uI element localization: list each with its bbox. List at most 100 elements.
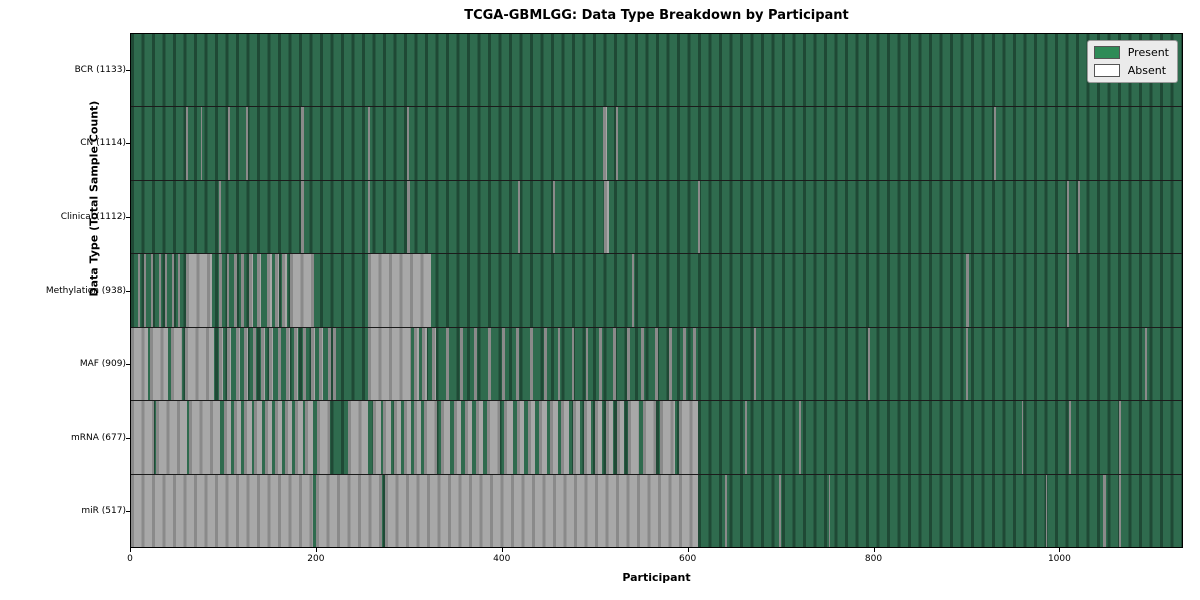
absent-segment <box>246 107 248 180</box>
absent-segment <box>1066 254 1069 327</box>
absent-segment <box>282 254 287 327</box>
y-axis-label: Data Type (Total Sample Count) <box>87 100 101 297</box>
absent-segment <box>333 327 336 401</box>
absent-segment <box>604 180 609 254</box>
absent-segment <box>868 327 871 401</box>
absent-segment <box>233 401 242 474</box>
absent-segment <box>502 327 505 401</box>
absent-segment <box>264 401 272 474</box>
absent-segment <box>305 401 313 474</box>
absent-segment <box>571 327 575 401</box>
absent-segment <box>1021 401 1024 474</box>
absent-segment <box>572 401 580 474</box>
absent-segment <box>1078 180 1080 254</box>
absent-segment <box>178 254 181 327</box>
heatmap-row-cn <box>131 107 1182 181</box>
y-tick-label-cn: CN (1114) <box>80 138 126 149</box>
absent-segment <box>659 401 675 474</box>
absent-segment <box>241 254 245 327</box>
absent-segment <box>248 254 253 327</box>
y-tick-mark <box>126 437 130 439</box>
absent-segment <box>368 327 412 401</box>
legend-item-absent: Absent <box>1093 64 1169 77</box>
absent-segment <box>627 327 631 401</box>
y-tick-label-mrna: mRNA (677) <box>71 432 126 443</box>
absent-segment <box>200 107 203 180</box>
absent-segment <box>171 254 174 327</box>
absent-segment <box>543 327 547 401</box>
x-axis-label: Participant <box>622 571 691 584</box>
absent-segment <box>316 401 330 474</box>
absent-segment <box>476 401 484 474</box>
absent-segment <box>422 327 427 401</box>
absent-segment <box>244 327 248 401</box>
absent-segment <box>413 401 422 474</box>
absent-segment <box>515 327 519 401</box>
absent-segment <box>643 401 657 474</box>
absent-segment <box>226 254 230 327</box>
absent-segment <box>603 107 607 180</box>
absent-segment <box>385 474 698 547</box>
y-tick-label-maf: MAF (909) <box>79 359 126 370</box>
absent-segment <box>274 254 280 327</box>
absent-segment <box>367 254 431 327</box>
absent-segment <box>616 107 618 180</box>
absent-segment <box>185 107 188 180</box>
absent-segment <box>219 180 221 254</box>
heatmap-row-mir <box>131 474 1182 547</box>
absent-segment <box>745 401 747 474</box>
absent-segment <box>277 327 282 401</box>
absent-segment <box>156 401 187 474</box>
y-tick-label-clinical: Clinical (1112) <box>60 211 126 222</box>
y-tick-mark <box>126 69 130 71</box>
x-tick-mark <box>687 548 689 552</box>
absent-segment <box>965 254 969 327</box>
absent-segment <box>138 254 141 327</box>
heatmap-row-maf <box>131 327 1182 402</box>
absent-segment <box>285 327 290 401</box>
absent-segment <box>368 180 371 254</box>
absent-segment <box>302 327 307 401</box>
absent-segment <box>244 401 252 474</box>
absent-segment <box>798 401 801 474</box>
y-tick-mark <box>126 364 130 366</box>
legend-swatch-present <box>1093 46 1120 59</box>
absent-segment <box>289 254 314 327</box>
absent-segment <box>1118 401 1121 474</box>
y-tick-mark <box>126 216 130 218</box>
absent-segment <box>599 327 603 401</box>
y-tick-label-bcr: BCR (1133) <box>74 64 126 75</box>
absent-segment <box>550 401 558 474</box>
absent-segment <box>368 107 371 180</box>
legend-item-present: Present <box>1093 46 1169 59</box>
legend-swatch-absent <box>1093 64 1120 77</box>
absent-segment <box>131 474 313 547</box>
absent-segment <box>965 327 968 401</box>
absent-segment <box>269 327 273 401</box>
x-tick-label: 400 <box>493 554 511 564</box>
absent-segment <box>529 327 533 401</box>
absent-segment <box>424 401 438 474</box>
legend: Present Absent <box>1086 40 1178 83</box>
absent-segment <box>669 327 672 401</box>
absent-segment <box>150 327 169 401</box>
absent-segment <box>679 401 698 474</box>
absent-segment <box>393 401 401 474</box>
heatmap-row-methylation <box>131 254 1182 328</box>
y-tick-label-mir: miR (517) <box>81 506 126 517</box>
absent-segment <box>315 474 383 547</box>
absent-segment <box>219 254 222 327</box>
absent-segment <box>539 401 547 474</box>
absent-segment <box>440 401 451 474</box>
absent-segment <box>1045 474 1048 547</box>
absent-segment <box>446 327 450 401</box>
absent-segment <box>1144 327 1147 401</box>
absent-segment <box>474 327 477 401</box>
absent-segment <box>516 401 525 474</box>
heatmap-row-bcr <box>131 34 1182 108</box>
absent-segment <box>488 327 491 401</box>
absent-segment <box>553 180 555 254</box>
x-tick-mark <box>501 548 503 552</box>
x-tick-label: 600 <box>679 554 697 564</box>
